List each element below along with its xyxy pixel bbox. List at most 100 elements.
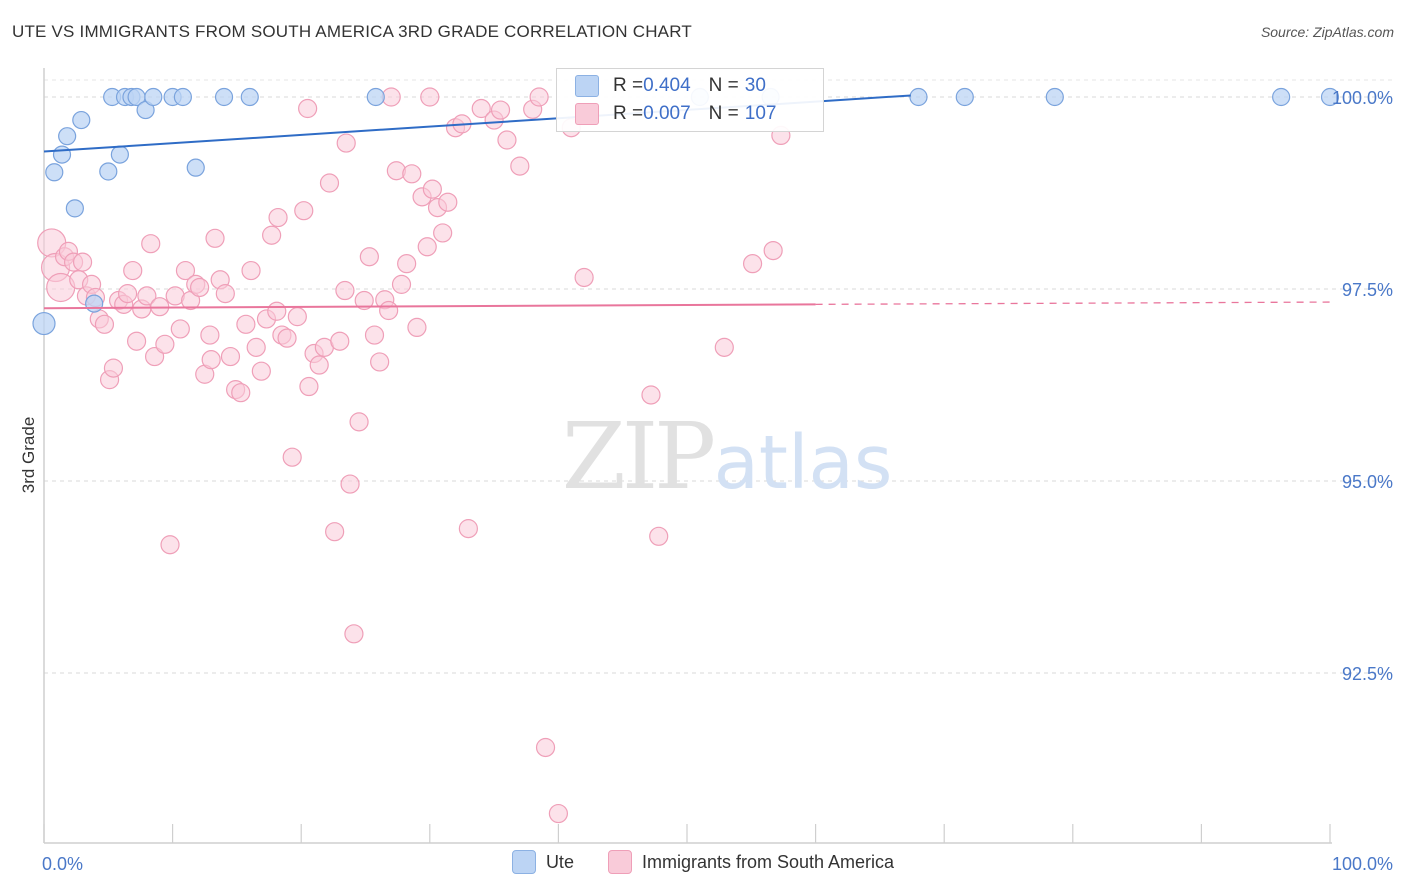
legend-swatch-ute	[511, 850, 536, 874]
stats-ute-n-label: N =	[708, 75, 739, 96]
x-tick-label-0: 0.0%	[42, 854, 83, 874]
series-immigrants	[37, 87, 791, 824]
imm-point-19	[126, 331, 147, 351]
y-tick-label-3: 92.5%	[1342, 664, 1393, 684]
ute-point-7	[99, 162, 118, 181]
imm-point-86	[510, 156, 530, 176]
y-tick-label-2: 95.0%	[1342, 472, 1393, 492]
imm-point-77	[422, 179, 442, 199]
ute-point-3	[58, 127, 77, 146]
imm-point-41	[236, 314, 256, 334]
y-axis-label: 3rd Grade	[19, 417, 38, 494]
tick-labels: 100.0% 97.5% 95.0% 92.5% 0.0% 100.0%	[42, 88, 1393, 874]
ute-point-14	[144, 87, 163, 107]
imm-point-98	[714, 337, 734, 357]
imm-point-76	[417, 237, 437, 257]
series-ute	[32, 87, 1340, 336]
imm-point-65	[359, 247, 379, 267]
imm-point-95	[529, 87, 549, 107]
imm-point-47	[267, 301, 287, 321]
ute-point-16	[173, 87, 192, 107]
imm-point-71	[391, 274, 412, 294]
imm-point-62	[344, 624, 364, 644]
ute-point-27	[1320, 87, 1340, 107]
y-tick-label-0: 100.0%	[1332, 88, 1393, 108]
legend-label-imm: Immigrants from South America	[641, 851, 895, 872]
imm-point-57	[319, 173, 340, 193]
imm-point-37	[215, 284, 235, 304]
ute-point-6	[85, 294, 104, 313]
stats-ute-r-label: R =	[613, 75, 644, 96]
ute-point-18	[214, 87, 234, 107]
stats-row-ute: R = 0.404 N = 30	[575, 71, 766, 101]
ute-point-23	[909, 87, 928, 107]
imm-trend-line-extension	[815, 301, 1331, 306]
imm-point-51	[287, 307, 307, 327]
ute-point-5	[72, 110, 91, 130]
imm-point-67	[370, 352, 390, 372]
imm-point-88	[535, 737, 556, 758]
imm-point-14	[103, 358, 124, 378]
imm-point-21	[137, 286, 157, 306]
imm-point-100	[763, 241, 783, 261]
legend-item-ute[interactable]: Ute	[511, 850, 574, 874]
ute-point-24	[955, 87, 974, 107]
imm-point-91	[336, 133, 356, 153]
imm-point-44	[251, 361, 271, 381]
ute-point-1	[45, 163, 64, 182]
imm-point-102	[649, 526, 669, 546]
imm-point-74	[407, 317, 427, 337]
imm-point-22	[141, 234, 161, 254]
stats-swatch-ute	[575, 75, 599, 97]
imm-point-70	[386, 161, 406, 181]
imm-point-55	[309, 355, 329, 375]
imm-point-63	[349, 412, 369, 432]
imm-point-66	[364, 325, 385, 345]
chart-title: UTE VS IMMIGRANTS FROM SOUTH AMERICA 3RD…	[12, 22, 692, 41]
ute-point-20	[366, 87, 385, 107]
imm-trend-line	[43, 303, 816, 310]
stats-imm-n-label: N =	[708, 103, 739, 124]
axes	[43, 68, 1332, 844]
stats-ute-n-value: 30	[744, 75, 766, 96]
imm-point-92	[420, 87, 440, 107]
ute-point-9	[110, 145, 129, 164]
imm-point-49	[277, 328, 297, 348]
stats-swatch-imm	[575, 103, 599, 125]
imm-point-79	[433, 223, 453, 243]
legend-label-ute: Ute	[545, 851, 574, 872]
stats-box: R = 0.404 N = 30 R = 0.007 N = 107	[556, 68, 824, 132]
imm-point-12	[94, 314, 115, 334]
imm-point-61	[340, 474, 360, 494]
imm-point-40	[231, 383, 251, 403]
imm-point-69	[381, 87, 401, 107]
stats-imm-r-label: R =	[613, 103, 644, 124]
imm-point-83	[471, 98, 491, 119]
imm-point-72	[397, 254, 417, 274]
source-label: Source: ZipAtlas.com	[1260, 24, 1394, 40]
imm-point-103	[574, 267, 594, 288]
imm-point-43	[246, 337, 266, 357]
imm-point-58	[325, 522, 345, 542]
imm-point-25	[155, 334, 175, 354]
imm-point-34	[200, 325, 220, 345]
watermark-atlas: atlas	[714, 420, 893, 506]
ute-point-4	[65, 199, 84, 218]
imm-point-64	[354, 290, 374, 311]
imm-point-105	[379, 300, 399, 321]
stats-ute-r-value: 0.404	[643, 75, 691, 96]
imm-point-73	[402, 164, 422, 184]
imm-point-18	[123, 260, 143, 281]
legend-item-imm[interactable]: Immigrants from South America	[607, 850, 895, 874]
imm-point-60	[335, 280, 355, 301]
imm-point-38	[220, 346, 241, 367]
imm-point-97	[641, 385, 661, 405]
imm-point-106	[201, 350, 221, 370]
imm-point-35	[205, 228, 225, 248]
ute-point-0	[32, 311, 56, 336]
imm-point-80	[438, 192, 458, 212]
imm-point-42	[241, 260, 261, 281]
imm-point-28	[170, 319, 190, 339]
legend: Ute Immigrants from South America	[0, 850, 1406, 874]
